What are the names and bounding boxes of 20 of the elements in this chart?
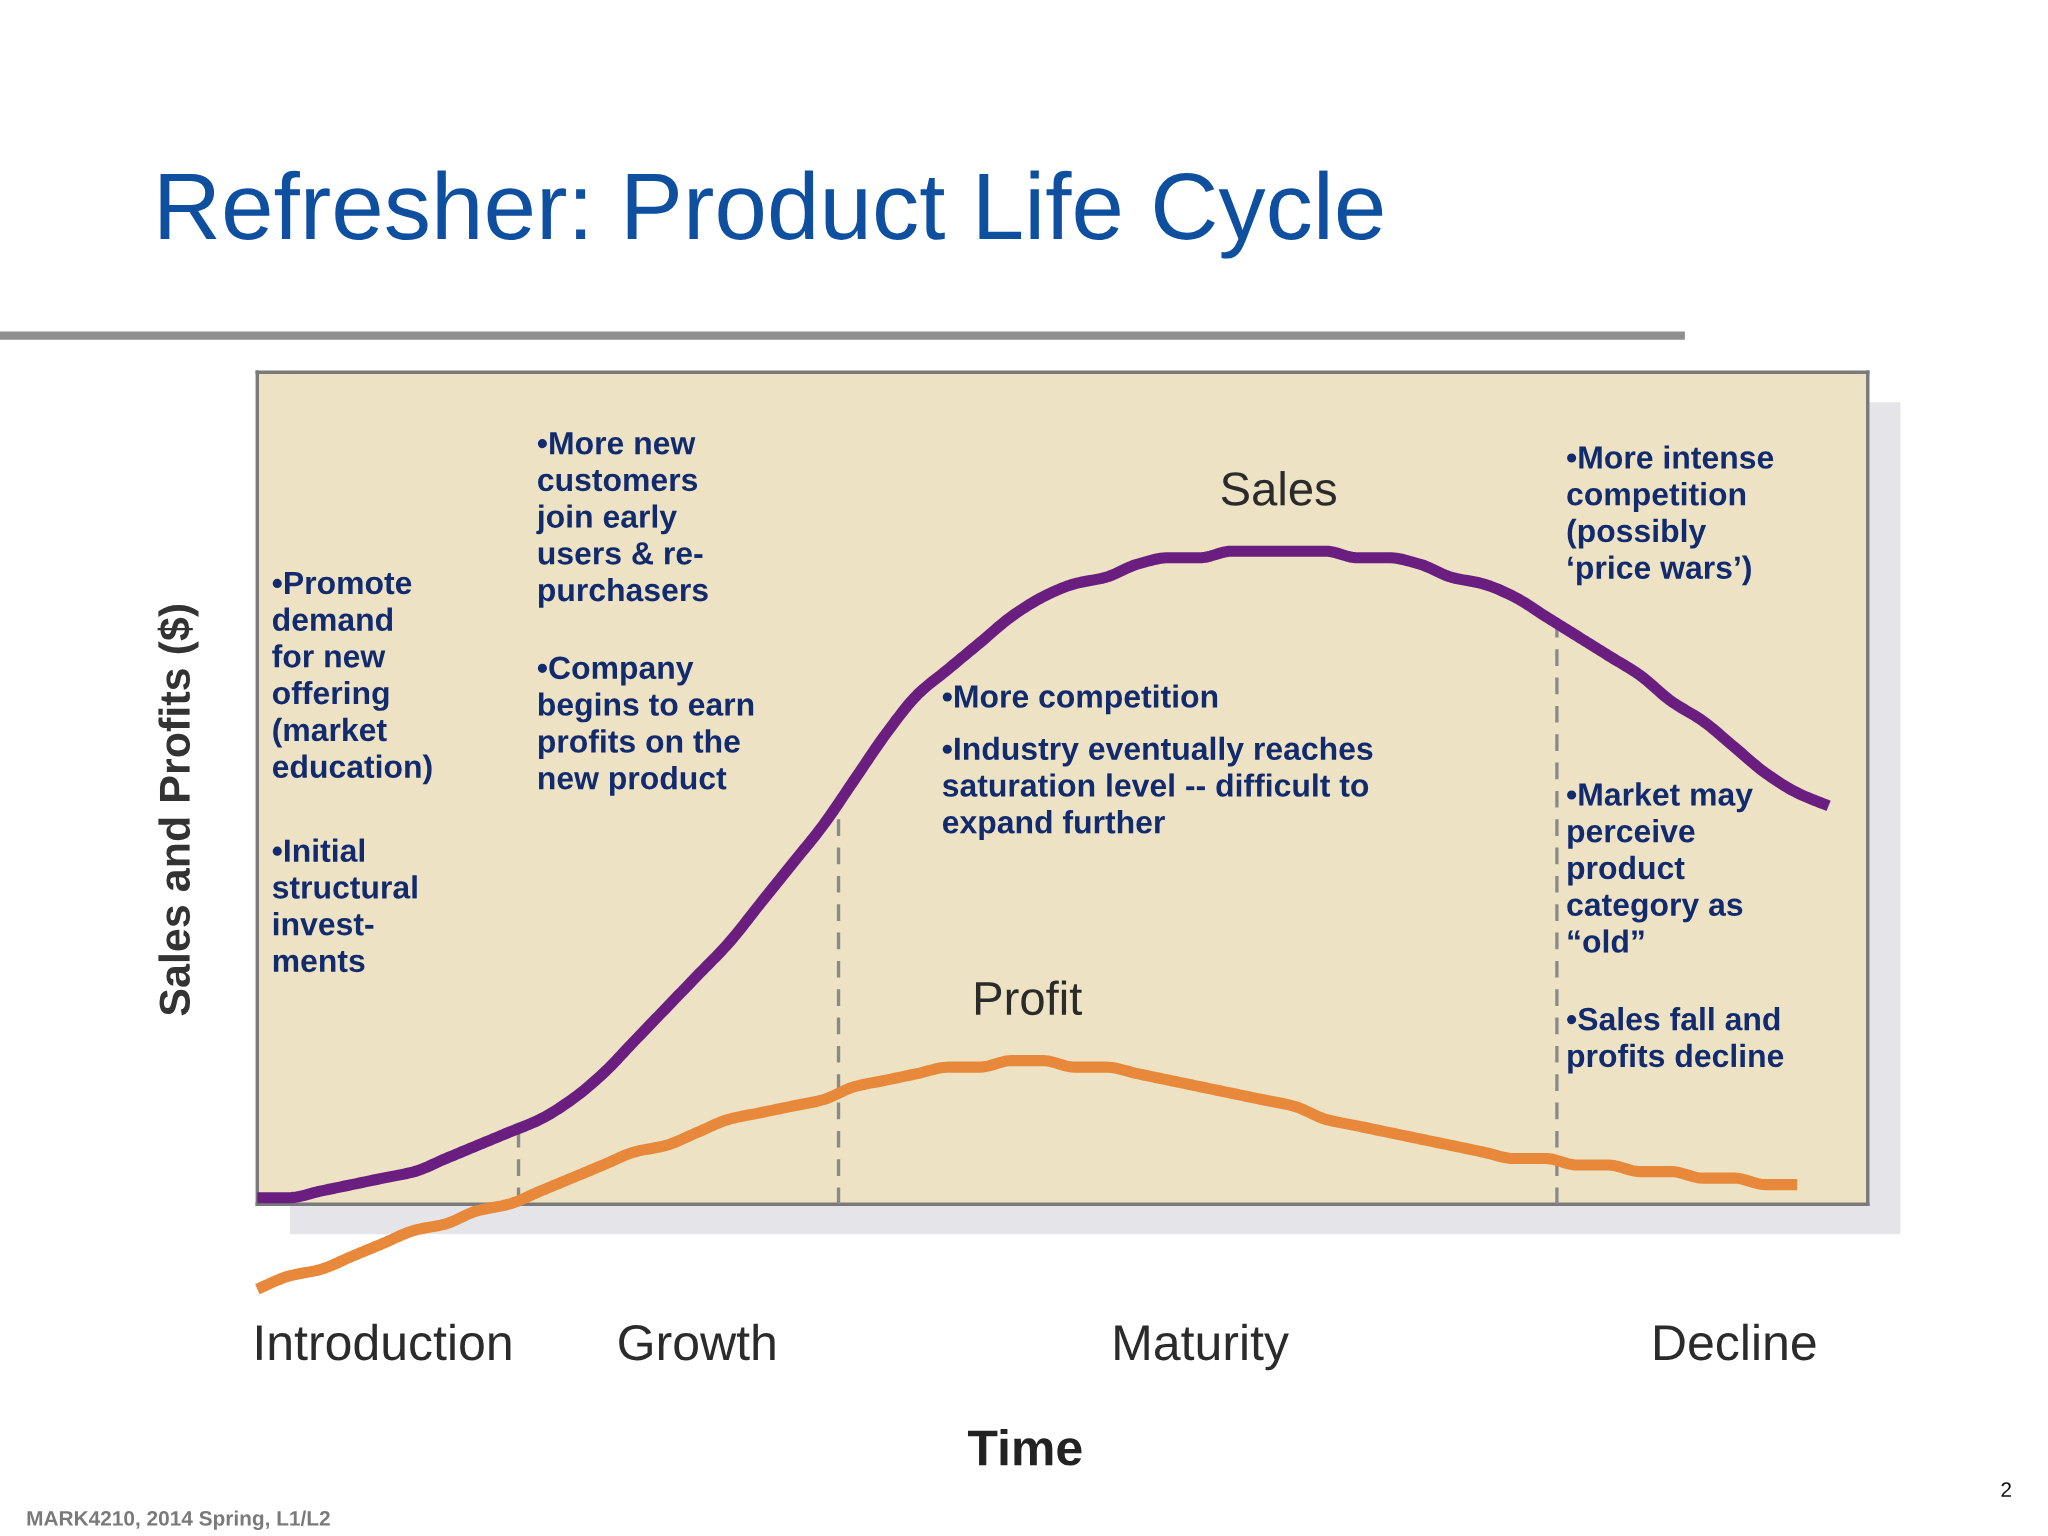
annotation: •More new customers join early users & re- purchasers (536, 432, 708, 608)
text: 2 (2001, 1482, 2011, 1497)
annotation: •Initial structural invest- ments (272, 838, 417, 973)
x-tick-label: Maturity (1115, 1323, 1289, 1371)
annotation: •More intense competition (possibly ‘price wars’) (1567, 445, 1774, 586)
text: MARK4210, 2014 Spring, L1/L2 (27, 1510, 330, 1530)
x-tick-label: Introduction (257, 1323, 511, 1361)
series-label: Profit (975, 980, 1082, 1016)
y-axis-title: Sales and Profits ($) (157, 604, 199, 1016)
series-label: Sales (1221, 471, 1336, 506)
chart-title: Refresher: Product Life Cycle (160, 170, 1383, 259)
x-axis-title: Time (967, 1428, 1082, 1466)
x-tick-label: Decline (1655, 1323, 1816, 1361)
annotation: •Market may perceive product category as “old” (1567, 782, 1753, 953)
annotation: •Promote demand for new offering (market education) (272, 571, 432, 785)
annotation: •Industry eventually reaches saturation level -- difficult to expand further (942, 736, 1373, 840)
annotation: •More competition (942, 684, 1218, 715)
annotation: •Company begins to earn profits on the new product (537, 656, 754, 796)
x-tick-label: Growth (619, 1323, 775, 1361)
annotation: •Sales fall and profits decline (1567, 1007, 1784, 1074)
